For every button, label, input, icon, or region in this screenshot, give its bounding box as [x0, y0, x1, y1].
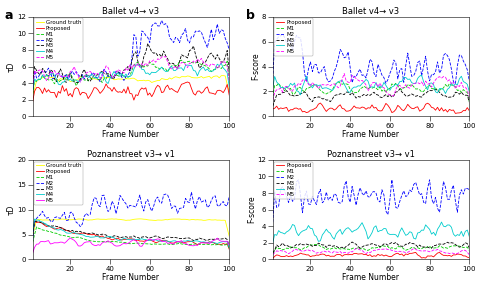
Legend: Ground truth, Proposed, M1, M2, M3, M4, M5: Ground truth, Proposed, M1, M2, M3, M4, …: [34, 162, 83, 205]
Y-axis label: τD: τD: [7, 204, 16, 215]
Title: Ballet v4→ v3: Ballet v4→ v3: [342, 7, 399, 16]
Legend: Proposed, M1, M2, M3, M4, M5: Proposed, M1, M2, M3, M4, M5: [274, 18, 313, 56]
Text: b: b: [246, 9, 255, 22]
Text: a: a: [5, 9, 14, 22]
Title: Poznanstreet v3→ v1: Poznanstreet v3→ v1: [87, 150, 175, 159]
X-axis label: Frame Number: Frame Number: [102, 273, 159, 282]
Y-axis label: F-score: F-score: [247, 196, 256, 223]
X-axis label: Frame Number: Frame Number: [342, 273, 399, 282]
Title: Poznanstreet v3→ v1: Poznanstreet v3→ v1: [327, 150, 415, 159]
Legend: Proposed, M1, M2, M3, M4, M5: Proposed, M1, M2, M3, M4, M5: [274, 162, 313, 199]
Y-axis label: τD: τD: [7, 61, 16, 72]
X-axis label: Frame Number: Frame Number: [102, 130, 159, 139]
X-axis label: Frame Number: Frame Number: [342, 130, 399, 139]
Y-axis label: F-score: F-score: [252, 53, 260, 80]
Legend: Ground truth, Proposed, M1, M2, M3, M4, M5: Ground truth, Proposed, M1, M2, M3, M4, …: [34, 18, 83, 62]
Title: Ballet v4→ v3: Ballet v4→ v3: [102, 7, 159, 16]
